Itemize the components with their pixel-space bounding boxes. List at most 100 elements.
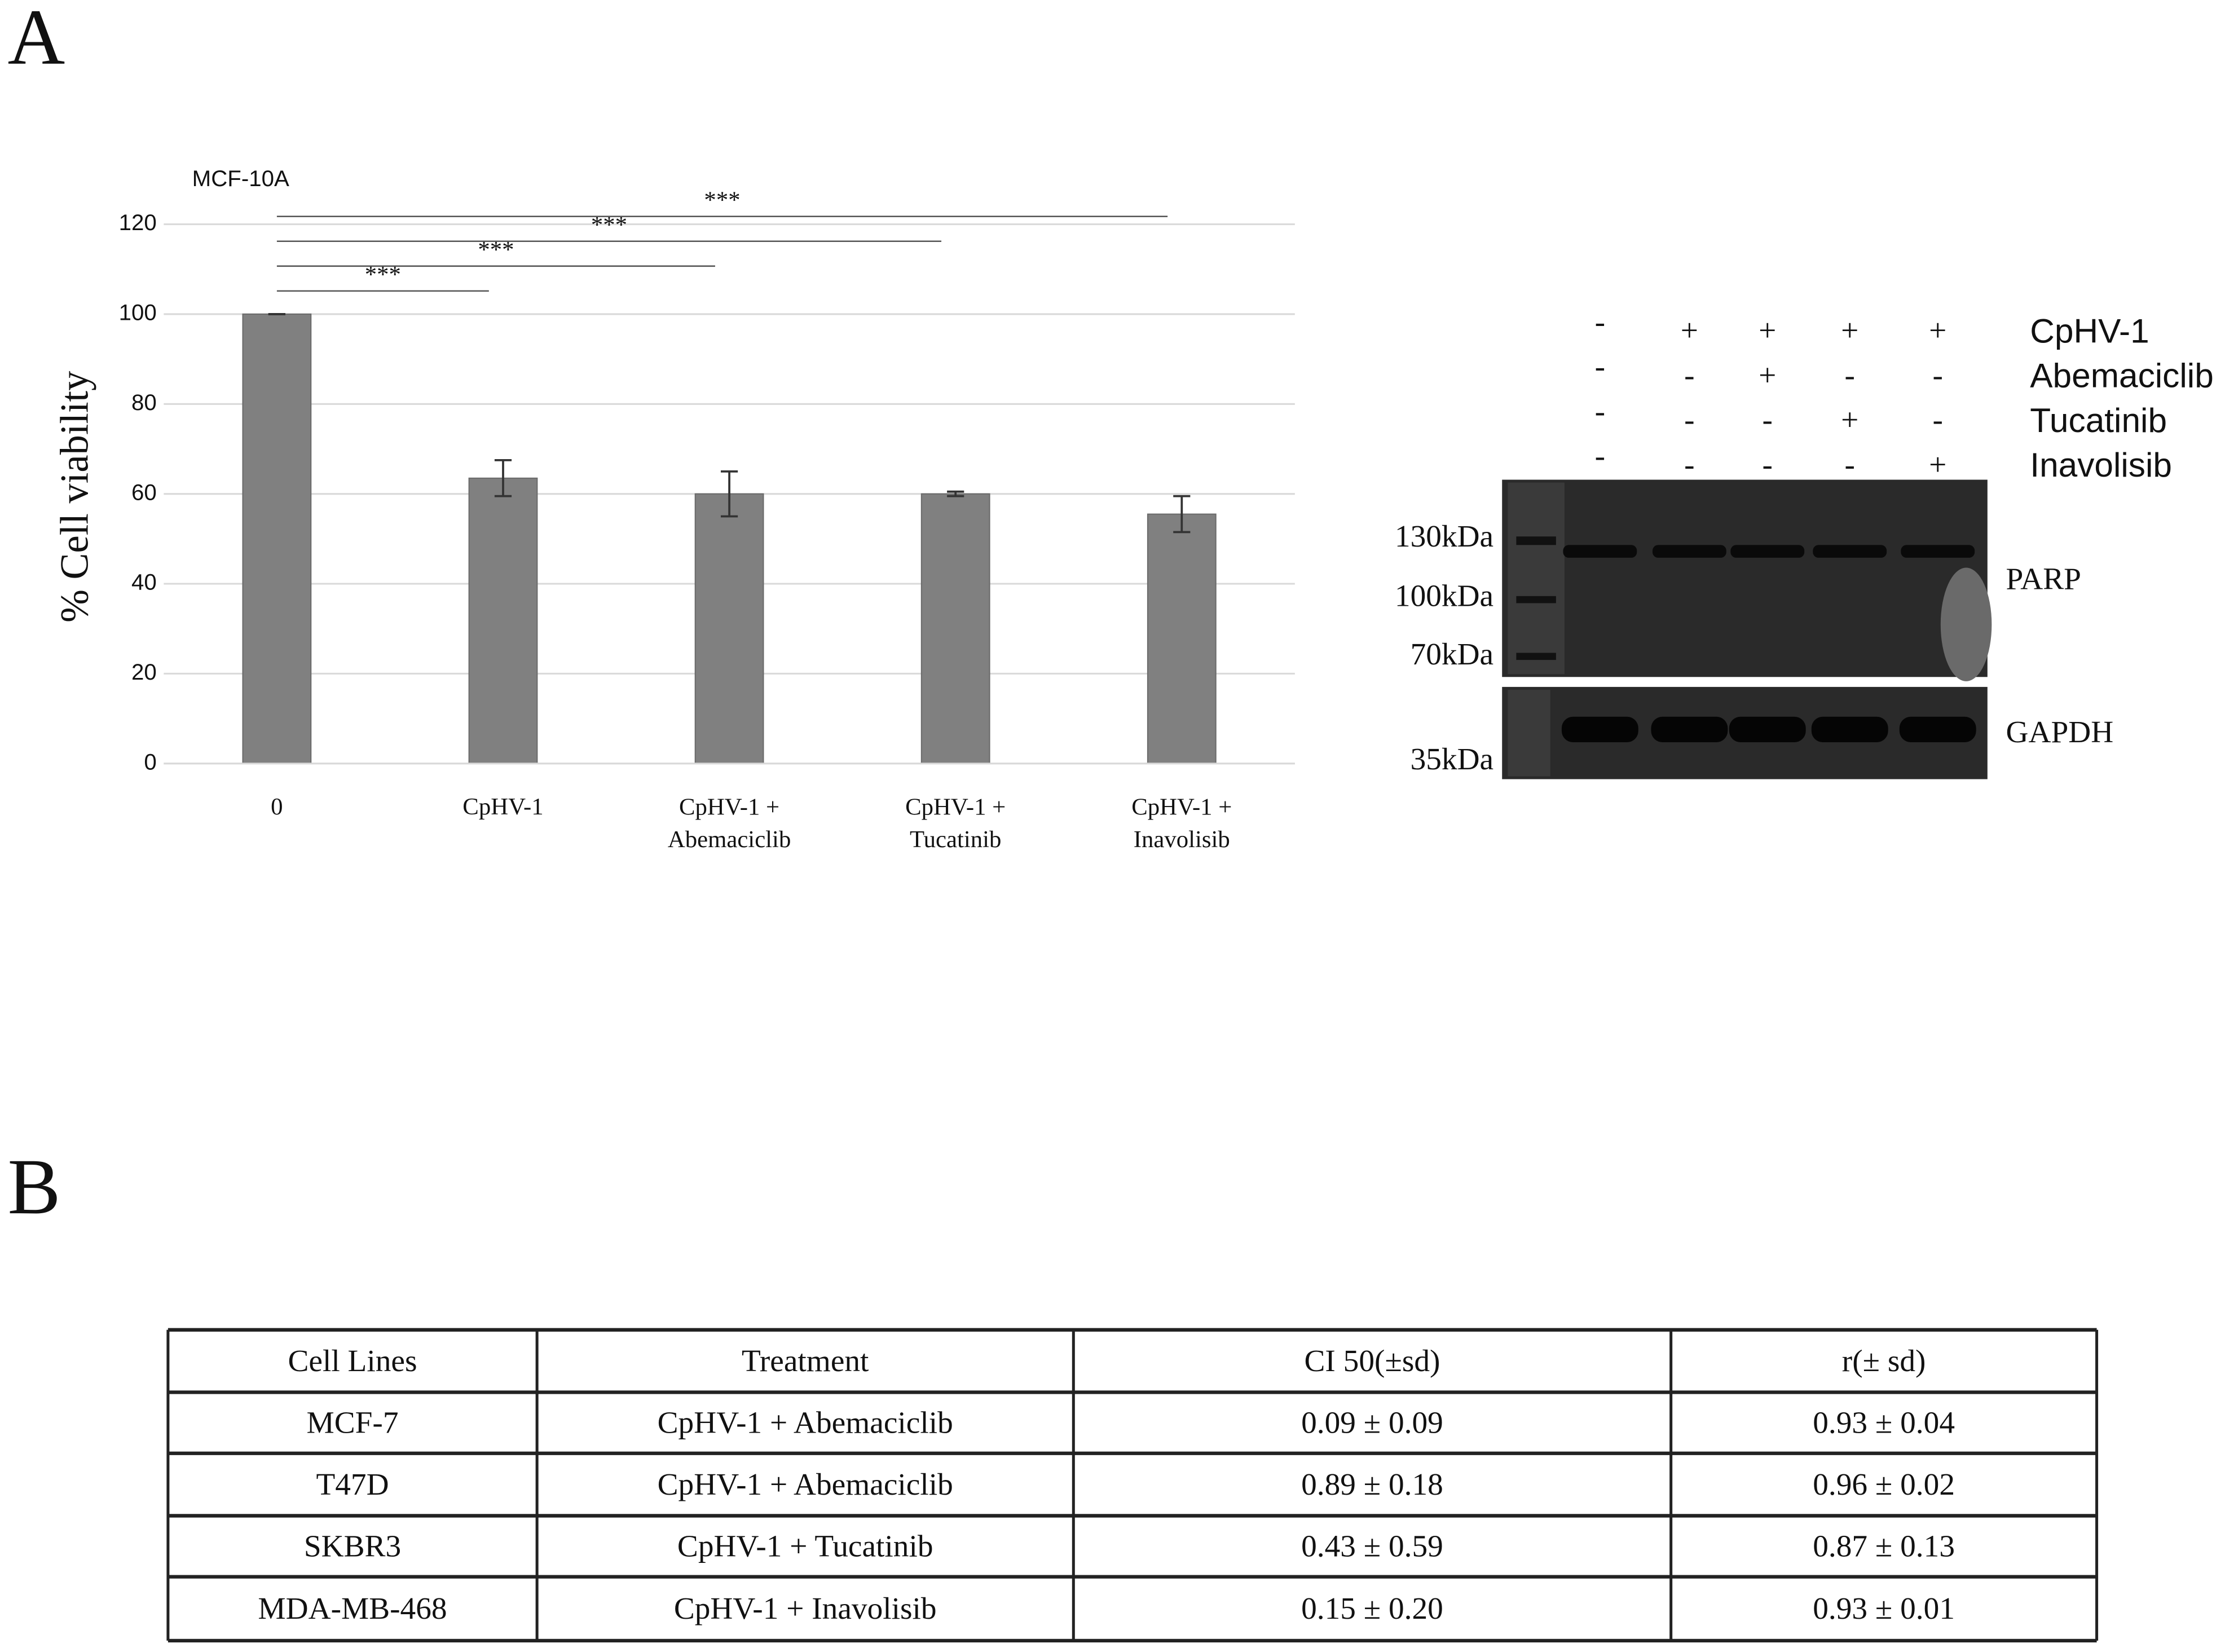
treatment-sign: - <box>1933 358 1943 392</box>
x-tick-label-line: Inavolisib <box>1134 826 1230 853</box>
treatment-sign: - <box>1595 305 1605 339</box>
table-cell: CpHV-1 + Abemaciclib <box>658 1405 953 1439</box>
gapdh-band <box>1729 716 1806 743</box>
x-tick-label: CpHV-1 <box>462 794 543 820</box>
blot-image <box>1502 479 1988 677</box>
treatment-sign: - <box>1845 447 1855 482</box>
treatment-sign: - <box>1595 349 1605 384</box>
x-tick-label: 0 <box>271 794 283 820</box>
table-cell: 0.43 ± 0.59 <box>1301 1528 1443 1563</box>
bar <box>468 477 538 764</box>
treatment-sign: - <box>1763 447 1773 482</box>
y-tick-label: 40 <box>131 570 157 595</box>
x-tick-label: CpHV-1 + Abemaciclib <box>668 794 791 853</box>
bar <box>1147 513 1217 764</box>
bar <box>694 493 764 764</box>
table-cell: 0.87 ± 0.13 <box>1813 1528 1955 1563</box>
band-label: GAPDH <box>2006 715 2114 749</box>
panel-label: B <box>8 1143 61 1231</box>
treatment-sign: - <box>1933 403 1943 437</box>
significance-label: *** <box>365 261 401 288</box>
parp-band <box>1563 545 1637 558</box>
treatment-name: Abemaciclib <box>2030 356 2214 395</box>
table-cell: MCF-7 <box>307 1405 399 1439</box>
ladder-band <box>1516 653 1556 660</box>
table-header-cell: Cell Lines <box>288 1343 417 1378</box>
gapdh-band <box>1899 716 1976 743</box>
treatment-sign: + <box>1681 313 1698 347</box>
parp-band <box>1901 545 1975 558</box>
error-bar <box>1173 495 1191 534</box>
x-tick-label-line: Tucatinib <box>910 826 1001 853</box>
table-header-cell: r(± sd) <box>1842 1343 1926 1378</box>
table-cell: 0.93 ± 0.04 <box>1813 1405 1955 1439</box>
table-cell: 0.09 ± 0.09 <box>1301 1405 1443 1439</box>
panel-label: A <box>8 0 65 81</box>
treatment-sign: - <box>1845 358 1855 392</box>
table-cell: 0.96 ± 0.02 <box>1813 1467 1955 1501</box>
error-bar <box>947 490 964 497</box>
treatment-sign: + <box>1841 403 1858 437</box>
treatment-sign: - <box>1595 439 1605 473</box>
y-tick-label: 100 <box>119 300 157 325</box>
parp-band <box>1652 545 1726 558</box>
x-tick-label: CpHV-1 + Inavolisib <box>1131 794 1232 853</box>
treatment-sign: + <box>1759 358 1776 392</box>
table-cell: CpHV-1 + Abemaciclib <box>658 1467 953 1501</box>
treatment-sign: + <box>1841 313 1858 347</box>
error-bar <box>720 470 738 518</box>
gapdh-band <box>1651 716 1728 743</box>
treatment-sign: - <box>1763 403 1773 437</box>
marker-label: 70kDa <box>1411 637 1494 671</box>
treatment-name: Tucatinib <box>2030 401 2167 439</box>
table-cell: 0.89 ± 0.18 <box>1301 1467 1443 1501</box>
y-tick-label: 80 <box>131 390 157 415</box>
ladder-lane <box>1508 689 1550 777</box>
treatment-sign: - <box>1684 447 1694 482</box>
marker-label: 35kDa <box>1411 742 1494 776</box>
significance-label: *** <box>704 187 740 213</box>
marker-label: 100kDa <box>1395 579 1493 613</box>
y-tick-label: 120 <box>119 210 157 235</box>
table-cell: CpHV-1 + Inavolisib <box>674 1591 937 1625</box>
bar <box>920 493 990 764</box>
table-cell: MDA-MB-468 <box>258 1591 447 1625</box>
treatment-sign: - <box>1595 394 1605 428</box>
blot-artifact <box>1940 567 1992 681</box>
treatment-name: Inavolisib <box>2030 446 2172 484</box>
treatment-name: CpHV-1 <box>2030 311 2149 350</box>
table-cell: T47D <box>316 1467 389 1501</box>
table-cell: SKBR3 <box>304 1528 401 1563</box>
treatment-sign: + <box>1929 313 1946 347</box>
chart-title: MCF-10A <box>192 166 289 191</box>
treatment-sign: - <box>1684 403 1694 437</box>
y-tick-label: 60 <box>131 479 157 505</box>
table-header-cell: CI 50(±sd) <box>1305 1343 1440 1378</box>
marker-label: 130kDa <box>1395 519 1493 553</box>
treatment-sign: + <box>1759 313 1776 347</box>
table-header-cell: Treatment <box>742 1343 869 1378</box>
y-tick-label: 0 <box>144 749 156 774</box>
table-cell: CpHV-1 + Tucatinib <box>677 1528 933 1563</box>
band-label: PARP <box>2006 561 2081 596</box>
ladder-band <box>1516 536 1556 545</box>
y-tick-label: 20 <box>131 659 157 685</box>
significance-label: *** <box>478 236 514 263</box>
parp-band <box>1730 545 1805 558</box>
x-tick-label-line: Abemaciclib <box>668 826 791 853</box>
ladder-band <box>1516 596 1556 603</box>
significance-label: *** <box>591 212 627 238</box>
parp-band <box>1813 545 1887 558</box>
table-cell: 0.93 ± 0.01 <box>1813 1591 1955 1625</box>
gapdh-band <box>1561 716 1638 743</box>
bar <box>242 313 312 764</box>
x-tick-label-line: CpHV-1 + <box>1131 794 1232 820</box>
treatment-sign: - <box>1684 358 1694 392</box>
x-tick-label-line: CpHV-1 + <box>905 794 1006 820</box>
error-bar <box>494 459 512 497</box>
x-tick-label-line: CpHV-1 + <box>679 794 779 820</box>
table-cell: 0.15 ± 0.20 <box>1301 1591 1443 1625</box>
